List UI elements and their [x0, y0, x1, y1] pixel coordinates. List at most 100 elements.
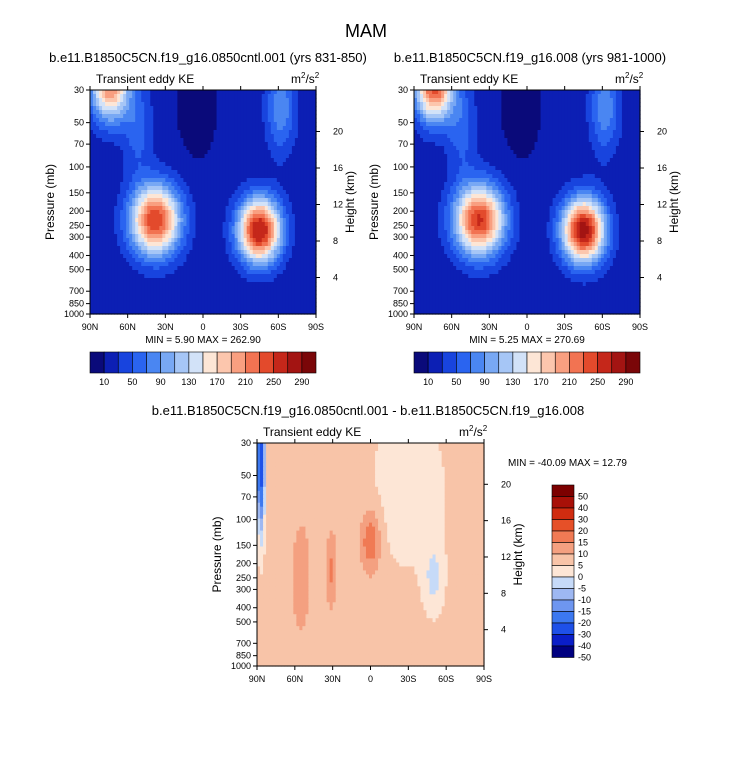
- field-cell: [156, 194, 160, 199]
- field-cell: [204, 278, 209, 283]
- field-cell: [165, 290, 169, 295]
- field-cell: [198, 202, 203, 207]
- field-cell: [234, 162, 239, 167]
- field-cell: [117, 242, 121, 247]
- field-cell: [177, 122, 181, 127]
- field-cell: [528, 102, 533, 107]
- field-cell: [303, 122, 308, 127]
- field-cell: [156, 306, 160, 311]
- field-cell: [528, 94, 533, 99]
- field-cell: [417, 90, 421, 95]
- field-cell: [309, 282, 314, 287]
- field-cell: [174, 118, 178, 123]
- field-cell: [219, 214, 224, 219]
- field-cell: [156, 130, 160, 135]
- field-cell: [222, 274, 227, 279]
- field-cell: [96, 102, 100, 107]
- field-cell: [129, 250, 133, 255]
- field-cell: [291, 110, 296, 115]
- field-cell: [267, 286, 272, 291]
- field-cell: [129, 242, 133, 247]
- field-cell: [177, 206, 181, 211]
- field-cell: [294, 186, 299, 191]
- field-cell: [174, 222, 178, 227]
- field-cell: [312, 146, 317, 151]
- field-cell: [309, 306, 314, 311]
- field-cell: [303, 90, 308, 95]
- field-cell: [294, 90, 299, 95]
- field-cell: [246, 134, 251, 139]
- field-cell: [513, 106, 518, 111]
- field-cell: [192, 190, 197, 195]
- field-cell: [270, 266, 275, 271]
- field-cell: [276, 154, 281, 159]
- field-cell: [270, 286, 275, 291]
- field-cell: [252, 118, 257, 123]
- field-cell: [144, 134, 148, 139]
- field-cell: [126, 230, 130, 235]
- field-cell: [174, 298, 178, 303]
- field-cell: [117, 114, 121, 119]
- field-cell: [234, 290, 239, 295]
- field-cell: [198, 254, 203, 259]
- field-cell: [465, 98, 469, 103]
- field-cell: [273, 90, 278, 95]
- field-cell: [279, 294, 284, 299]
- field-cell: [312, 110, 317, 115]
- field-cell: [219, 202, 224, 207]
- field-cell: [177, 262, 181, 267]
- field-cell: [117, 118, 121, 123]
- field-cell: [462, 98, 466, 103]
- field-cell: [165, 158, 169, 163]
- field-cell: [204, 270, 209, 275]
- field-cell: [162, 246, 166, 251]
- field-cell: [198, 146, 203, 151]
- field-cell: [126, 142, 130, 147]
- field-cell: [219, 182, 224, 187]
- field-cell: [231, 154, 236, 159]
- field-cell: [216, 310, 221, 315]
- field-cell: [150, 198, 154, 203]
- field-cell: [306, 118, 311, 123]
- field-cell: [270, 218, 275, 223]
- field-cell: [114, 186, 118, 191]
- field-cell: [195, 226, 200, 231]
- field-cell: [303, 214, 308, 219]
- field-cell: [171, 194, 175, 199]
- field-cell: [306, 226, 311, 231]
- y-tick-label: 300: [69, 232, 84, 242]
- field-cell: [225, 294, 230, 299]
- field-cell: [312, 298, 317, 303]
- field-cell: [423, 98, 427, 103]
- field-cell: [267, 214, 272, 219]
- field-cell: [105, 98, 109, 103]
- field-cell: [213, 142, 218, 147]
- field-cell: [234, 122, 239, 127]
- field-cell: [219, 206, 224, 211]
- field-cell: [159, 194, 163, 199]
- field-cell: [294, 166, 299, 171]
- field-cell: [255, 286, 260, 291]
- field-cell: [147, 154, 151, 159]
- field-cell: [165, 118, 169, 123]
- field-cell: [561, 90, 566, 95]
- field-cell: [102, 126, 106, 131]
- field-cell: [243, 118, 248, 123]
- field-cell: [222, 282, 227, 287]
- field-cell: [291, 206, 296, 211]
- field-cell: [303, 298, 308, 303]
- field-cell: [234, 202, 239, 207]
- field-cell: [147, 134, 151, 139]
- field-cell: [471, 98, 475, 103]
- field-cell: [99, 242, 103, 247]
- field-cell: [147, 258, 151, 263]
- field-cell: [156, 226, 160, 231]
- field-cell: [141, 290, 145, 295]
- field-cell: [111, 90, 115, 95]
- field-cell: [297, 286, 302, 291]
- field-cell: [165, 126, 169, 131]
- field-cell: [114, 246, 118, 251]
- field-cell: [186, 254, 191, 259]
- field-cell: [153, 150, 157, 155]
- field-cell: [201, 150, 206, 155]
